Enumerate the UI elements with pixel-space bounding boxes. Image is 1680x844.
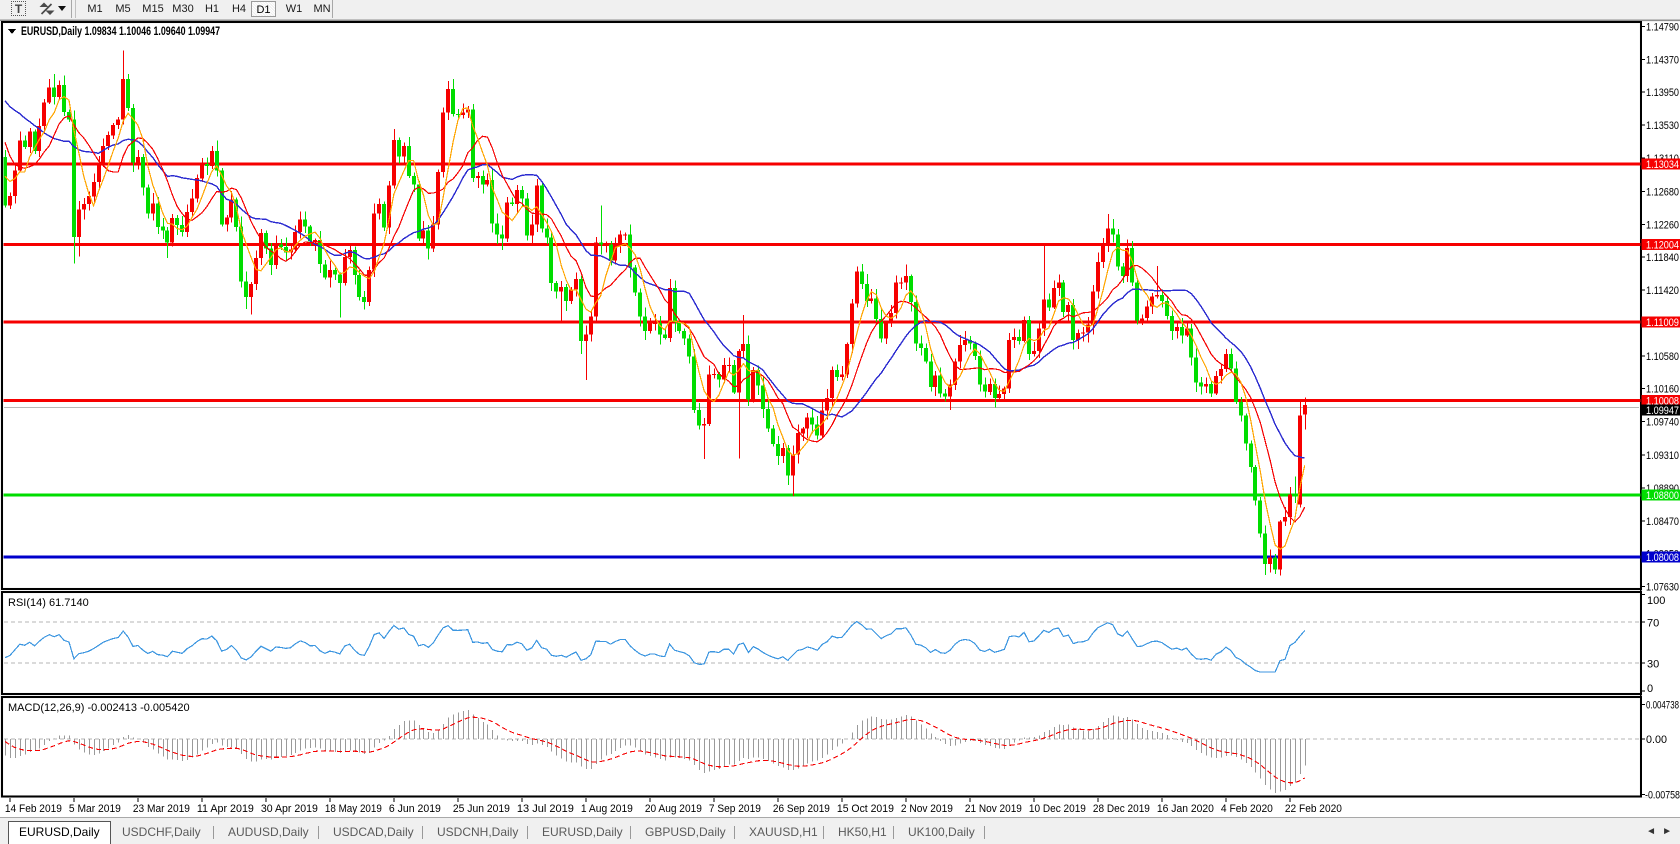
svg-text:RSI(14) 61.7140: RSI(14) 61.7140 (8, 597, 89, 609)
svg-text:16 Jan 2020: 16 Jan 2020 (1157, 803, 1214, 815)
svg-text:1.13530: 1.13530 (1646, 120, 1679, 132)
svg-text:22 Feb 2020: 22 Feb 2020 (1285, 803, 1342, 815)
svg-text:70: 70 (1647, 618, 1659, 630)
svg-text:2 Nov 2019: 2 Nov 2019 (901, 803, 953, 815)
svg-text:1.09740: 1.09740 (1646, 417, 1679, 429)
svg-text:1.08008: 1.08008 (1646, 552, 1679, 564)
svg-text:4 Feb 2020: 4 Feb 2020 (1221, 803, 1273, 815)
svg-text:13 Jul 2019: 13 Jul 2019 (517, 803, 574, 815)
svg-text:6 Jun 2019: 6 Jun 2019 (389, 803, 441, 815)
svg-text:25 Jun 2019: 25 Jun 2019 (453, 803, 510, 815)
svg-text:1.11009: 1.11009 (1646, 317, 1679, 329)
svg-text:1.10160: 1.10160 (1646, 384, 1679, 396)
svg-text:1.11840: 1.11840 (1646, 252, 1679, 264)
svg-text:23 Mar 2019: 23 Mar 2019 (133, 803, 190, 815)
svg-text:1.12260: 1.12260 (1646, 219, 1679, 231)
svg-text:11 Apr 2019: 11 Apr 2019 (197, 803, 254, 815)
svg-text:18 May 2019: 18 May 2019 (325, 803, 382, 815)
svg-text:1.09310: 1.09310 (1646, 450, 1679, 462)
svg-text:EURUSD,Daily 1.09834 1.10046: EURUSD,Daily 1.09834 1.10046 1.09640 1.0… (21, 26, 220, 38)
svg-text:20 Aug 2019: 20 Aug 2019 (645, 803, 702, 815)
svg-text:5 Mar 2019: 5 Mar 2019 (69, 803, 121, 815)
svg-text:26 Sep 2019: 26 Sep 2019 (773, 803, 830, 815)
svg-text:14 Feb 2019: 14 Feb 2019 (5, 803, 62, 815)
svg-text:0.00: 0.00 (1646, 734, 1667, 746)
svg-text:1.12004: 1.12004 (1646, 239, 1679, 251)
svg-text:1.08470: 1.08470 (1646, 516, 1679, 528)
svg-text:MACD(12,26,9) -0.002413 -0.005: MACD(12,26,9) -0.002413 -0.005420 (8, 702, 190, 714)
svg-text:1.08800: 1.08800 (1646, 490, 1679, 502)
svg-text:0: 0 (1647, 683, 1653, 695)
svg-text:30: 30 (1647, 659, 1659, 671)
svg-text:28 Dec 2019: 28 Dec 2019 (1093, 803, 1150, 815)
svg-text:1.07630: 1.07630 (1646, 582, 1679, 594)
svg-text:30 Apr 2019: 30 Apr 2019 (261, 803, 318, 815)
svg-text:7 Sep 2019: 7 Sep 2019 (709, 803, 761, 815)
svg-text:1.11420: 1.11420 (1646, 285, 1679, 297)
svg-text:1.13034: 1.13034 (1646, 159, 1679, 171)
svg-text:1.12680: 1.12680 (1646, 187, 1679, 199)
svg-text:15 Oct 2019: 15 Oct 2019 (837, 803, 894, 815)
svg-text:1.10580: 1.10580 (1646, 351, 1679, 363)
svg-text:21 Nov 2019: 21 Nov 2019 (965, 803, 1022, 815)
svg-text:1.13950: 1.13950 (1646, 87, 1679, 99)
svg-text:1.14370: 1.14370 (1646, 54, 1679, 66)
svg-text:1.09947: 1.09947 (1646, 405, 1679, 417)
svg-text:100: 100 (1647, 595, 1665, 607)
svg-text:0.004738: 0.004738 (1646, 699, 1679, 711)
svg-text:10 Dec 2019: 10 Dec 2019 (1029, 803, 1086, 815)
svg-text:-0.00758: -0.00758 (1645, 789, 1680, 801)
svg-text:1.14790: 1.14790 (1646, 22, 1679, 34)
svg-text:1 Aug 2019: 1 Aug 2019 (581, 803, 633, 815)
